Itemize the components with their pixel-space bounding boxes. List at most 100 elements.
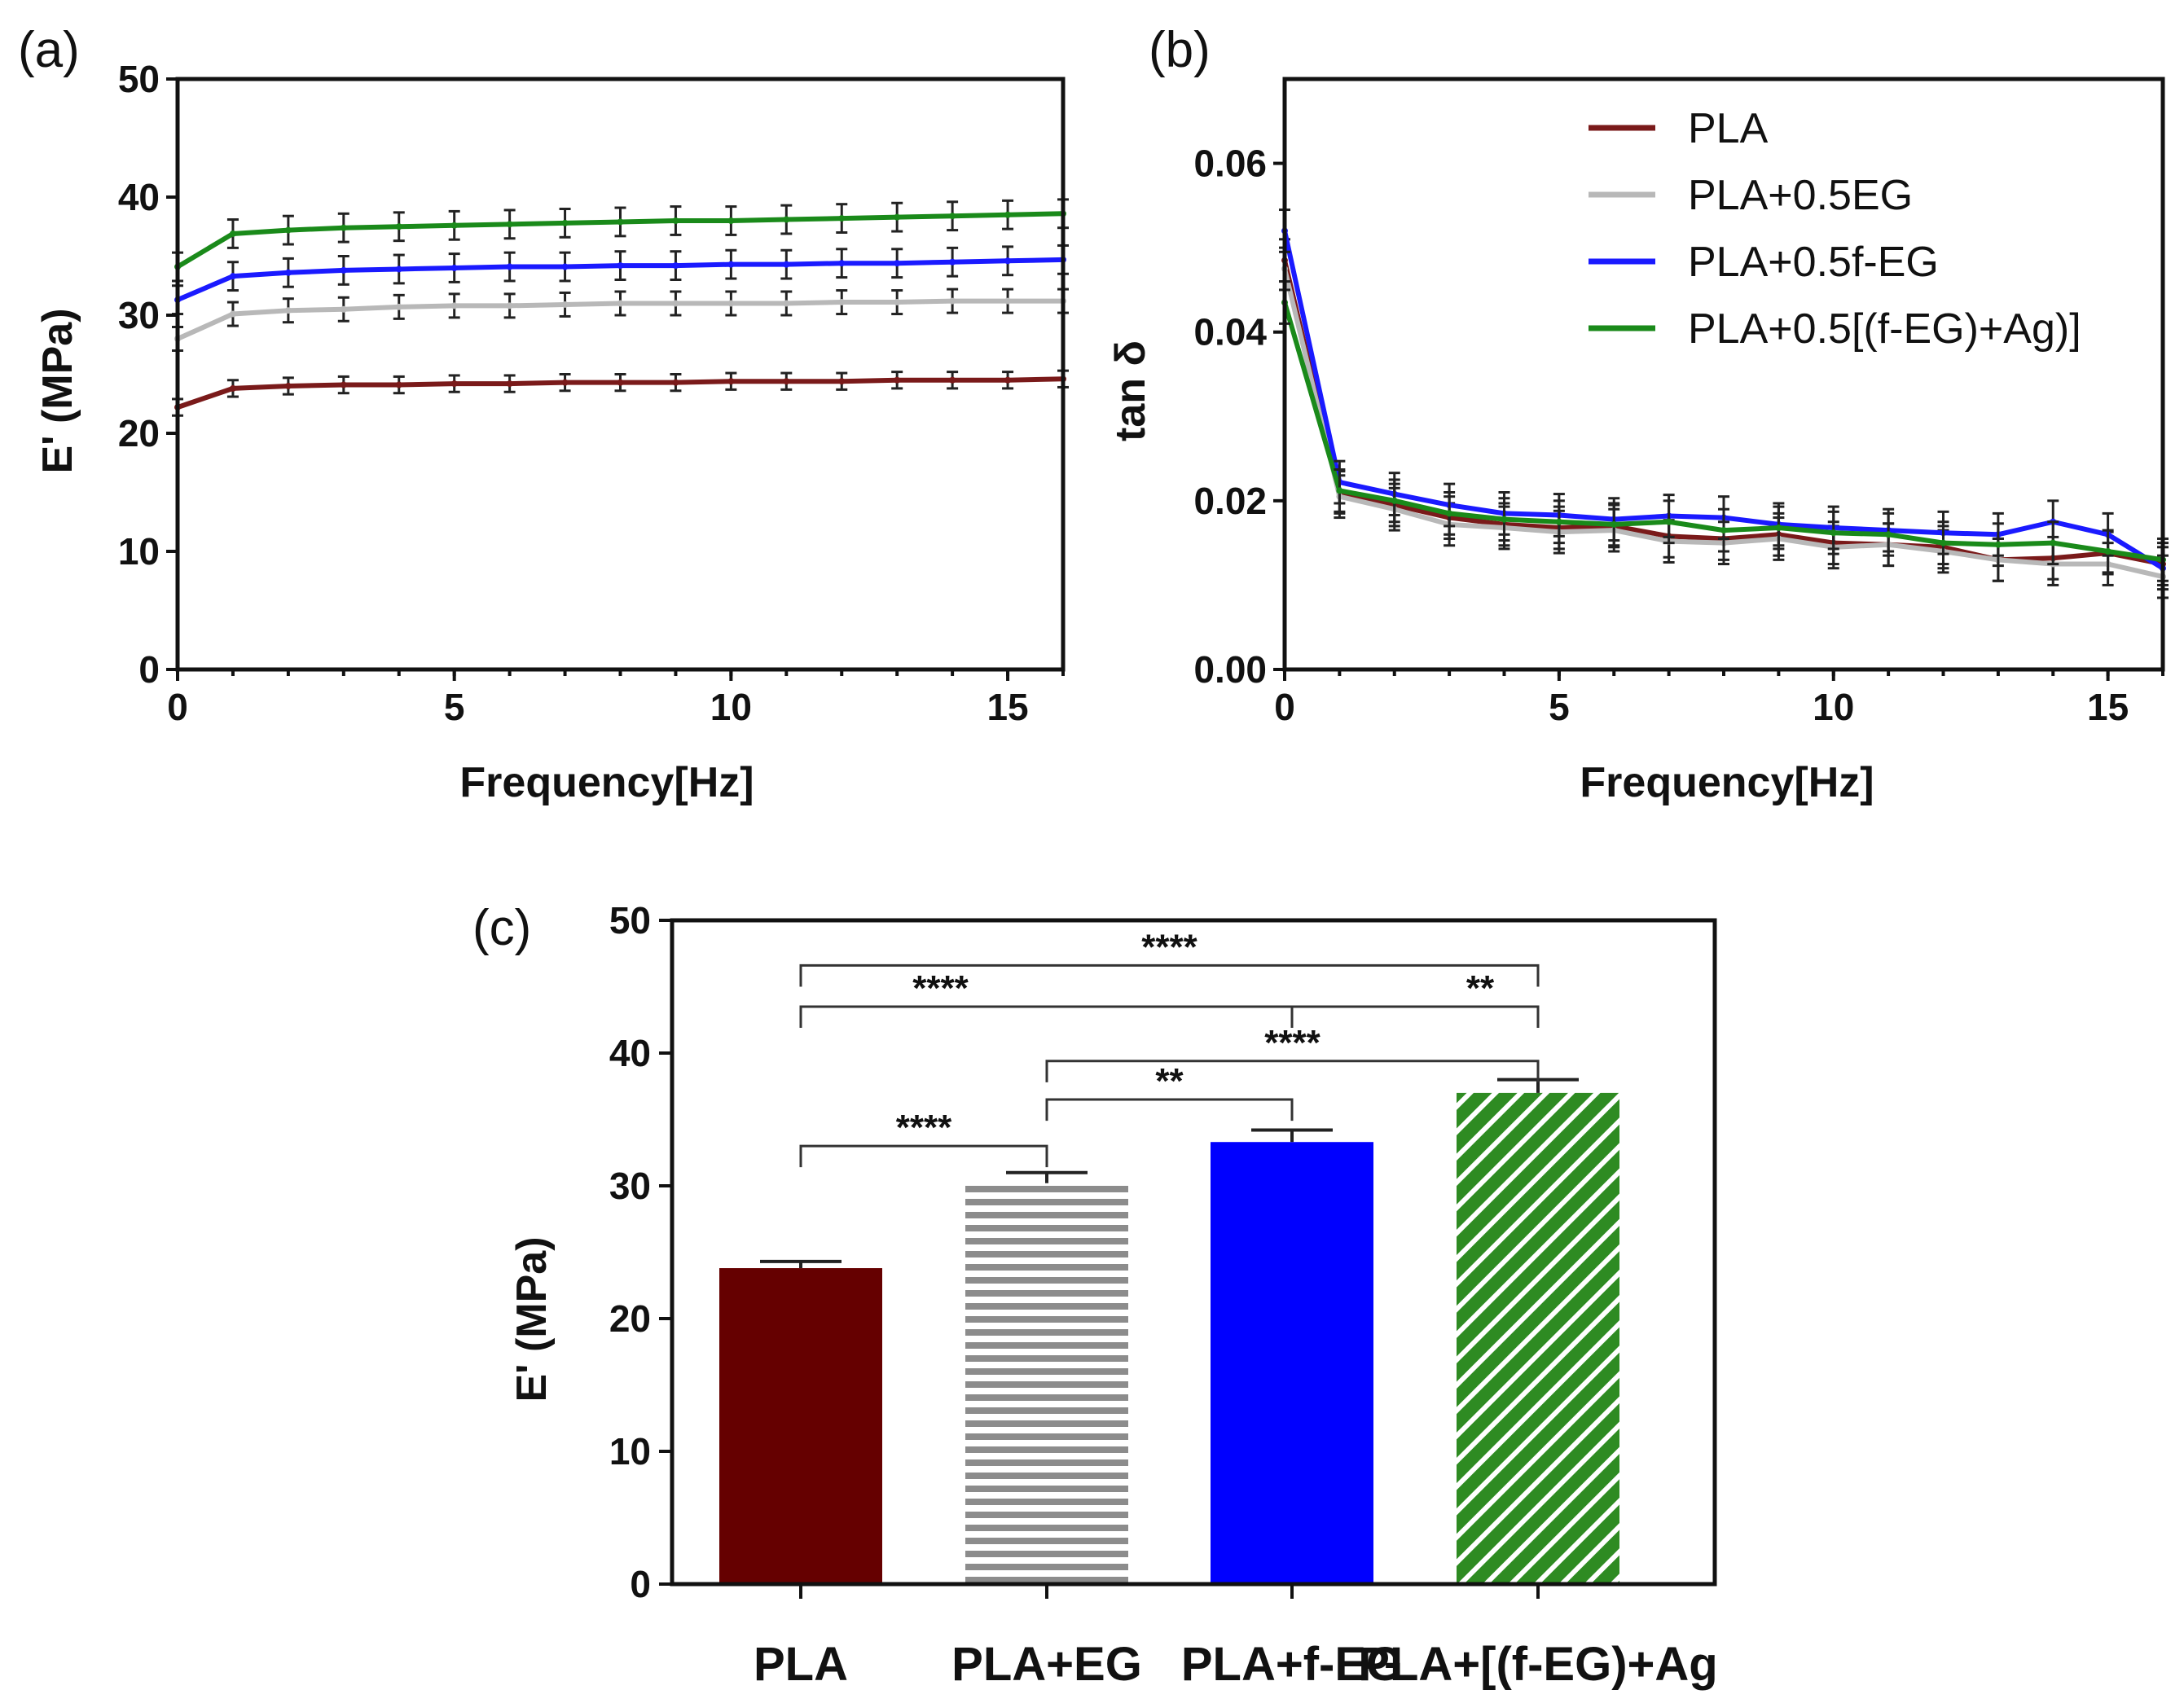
panel-b-data-point	[1885, 531, 1892, 538]
panel-b-data-point	[1611, 520, 1618, 528]
category-label-0: PLA	[754, 1638, 848, 1691]
panel-a-data-point	[1004, 257, 1012, 265]
panel-b-ytick-label: 0.02	[1193, 480, 1267, 522]
panel-b-legend: PLA PLA+0.5EG PLA+0.5f-EG PLA+0.5[(f-EG)+Ag…	[1589, 105, 2081, 353]
significance-bracket-5	[799, 1144, 1048, 1168]
panel-a-data-point	[1004, 297, 1012, 305]
legend-label-3: PLA+0.5[(f-EG)+Ag)]	[1688, 305, 2081, 353]
panel-a-data-point	[450, 380, 458, 388]
panel-b-xlabel: Frequency[Hz]	[1580, 759, 1874, 806]
panel-a-data-point	[783, 378, 790, 385]
panel-a-data-point	[561, 219, 569, 226]
panel-a-data-point	[617, 379, 624, 386]
panel-b-data-point	[2104, 548, 2111, 555]
significance-label-5: ****	[896, 1108, 952, 1148]
significance-bracket-1	[799, 1005, 1540, 1029]
panel-a-data-point	[894, 299, 901, 306]
panel-a-data-point	[284, 226, 292, 234]
panel-b-data-point	[2050, 539, 2057, 546]
panel-a-data-point	[894, 260, 901, 267]
panel-a-data-point	[395, 381, 402, 388]
significance-label-2: **	[1466, 968, 1495, 1008]
panel-a-ytick-label: 30	[118, 294, 160, 336]
panel-a-data-point	[450, 222, 458, 229]
panel-a-data-point	[561, 263, 569, 270]
panel-c-ytick-label: 30	[609, 1165, 651, 1207]
panel-b-data-point	[1336, 487, 1343, 494]
significance-bracket-0	[799, 963, 1540, 987]
panel-a-xtick-label: 10	[710, 686, 752, 728]
panel-a-data-point	[617, 218, 624, 226]
panel-a-data-point	[506, 221, 513, 228]
panel-b-ytick-label: 0.04	[1193, 311, 1267, 353]
panel-a-data-point	[340, 224, 347, 231]
significance-label-0: ****	[1141, 927, 1197, 967]
panel-a-ytick-label: 0	[138, 648, 160, 691]
panel-b-data-point	[1501, 516, 1508, 523]
panel-a-data-point	[672, 379, 679, 386]
panel-a-data-point	[727, 261, 735, 268]
panel-b-axes-frame	[1282, 77, 2165, 672]
panel-a-ytick-label: 50	[118, 58, 160, 100]
panel-a-data-point	[284, 383, 292, 389]
panel-a-data-point	[506, 302, 513, 309]
panel-a-xtick-label: 0	[167, 686, 188, 728]
panel-a-data-point	[949, 258, 956, 266]
panel-a-data-point	[672, 217, 679, 224]
panel-b-ylabel: tan δ	[1107, 340, 1154, 441]
panel-b-data-point	[1391, 497, 1398, 504]
panel-c-ytick-label: 20	[609, 1297, 651, 1340]
panel-b-xtick-label: 15	[2087, 686, 2129, 728]
panel-b-label: (b)	[1149, 22, 1211, 78]
category-label-1: PLA+EG	[951, 1638, 1142, 1691]
category-label-2: PLA+f-EG	[1181, 1638, 1403, 1691]
panel-b-xtick-label: 10	[1813, 686, 1854, 728]
panel-a-data-point	[561, 301, 569, 308]
panel-a-data-point	[340, 305, 347, 313]
panel-a-data-point	[783, 300, 790, 307]
panel-a-ytick-label: 20	[118, 412, 160, 454]
panel-a-data-point	[783, 261, 790, 268]
panel-a-data-point	[727, 217, 735, 224]
significance-label-4: **	[1155, 1061, 1184, 1101]
panel-a-ytick-label: 10	[118, 530, 160, 573]
panel-b-data-point	[1830, 529, 1837, 537]
panel-a-data-point	[340, 381, 347, 388]
panel-a-data-point	[284, 307, 292, 314]
legend-label-0: PLA	[1688, 105, 1769, 152]
panel-a-data-point	[894, 213, 901, 221]
legend-label-2: PLA+0.5f-EG	[1688, 239, 1939, 286]
panel-c: (c) E' (MPa) ******** ************ PLA PLA…	[472, 899, 1718, 1691]
panel-a-data-point	[1004, 211, 1012, 218]
panel-b-data-point	[1555, 518, 1562, 525]
bar-1	[965, 1183, 1128, 1584]
significance-label-3: ****	[1264, 1023, 1321, 1063]
significance-label-1: ****	[912, 968, 969, 1008]
panel-a-data-point	[949, 213, 956, 220]
panel-a-data-point	[395, 223, 402, 230]
panel-c-label: (c)	[472, 900, 531, 956]
panel-b-data-point	[1720, 527, 1727, 534]
panel-a-data-point	[617, 300, 624, 307]
panel-b-xtick-label: 0	[1274, 686, 1295, 728]
bar-3	[1457, 1092, 1619, 1584]
panel-a-data-point	[450, 302, 458, 309]
panel-a-data-point	[229, 310, 236, 318]
panel-a-xtick-label: 5	[444, 686, 465, 728]
panel-a-data-point	[727, 378, 735, 385]
panel-b-xtick-label: 5	[1549, 686, 1570, 728]
panel-a-data-point	[1004, 376, 1012, 384]
panel-c-ylabel: E' (MPa)	[508, 1236, 556, 1402]
panel-a: (a) E' (MPa) Frequency[Hz] 0 5 10 15 0 10 20 30…	[18, 22, 1069, 806]
panel-a-data-point	[672, 300, 679, 307]
panel-a-data-point	[284, 269, 292, 276]
panel-a-data-point	[340, 266, 347, 274]
panel-a-data-point	[506, 263, 513, 270]
panel-a-ytick-label: 40	[118, 176, 160, 218]
panel-a-data-point	[838, 215, 846, 222]
panel-a-label: (a)	[18, 22, 80, 78]
panel-a-data-point	[561, 379, 569, 386]
panel-a-data-point	[617, 262, 624, 270]
category-label-3: PLA+[(f-EG)+Ag	[1358, 1638, 1717, 1691]
